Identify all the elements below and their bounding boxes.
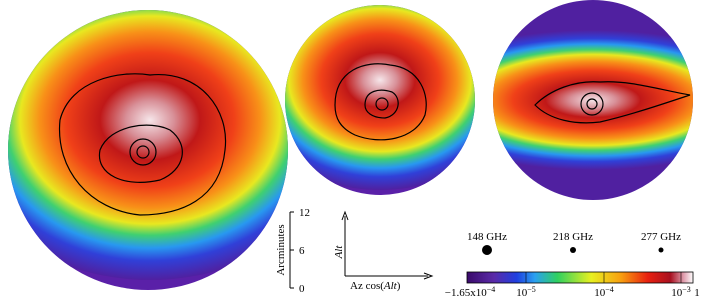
beam-label: 277 GHz (641, 231, 681, 243)
colorbar-label: 10−4 (594, 285, 614, 299)
beams: 148 GHz 218 GHz 277 GHz (467, 231, 681, 255)
orientation-axes: Alt Az cos(Alt) (333, 210, 434, 292)
label-base: 10 (671, 287, 683, 299)
label-exp: −5 (527, 285, 536, 294)
label-base: −1.65x10 (445, 287, 487, 299)
colorbar-label: 10−5 (516, 285, 536, 299)
label-exp: −3 (682, 285, 691, 294)
colorbar-label: 1 (694, 287, 700, 299)
label-base: 10 (516, 287, 528, 299)
colorbar-label: 10−3 (671, 285, 691, 299)
az-prefix: Az cos( (350, 280, 384, 292)
az-var: Alt (383, 280, 398, 292)
label-base: 10 (594, 287, 606, 299)
az-suffix: ) (397, 280, 401, 292)
scale-title: Arcminutes (275, 224, 287, 275)
scale-tick: 6 (299, 245, 305, 257)
scale-tick: 12 (299, 207, 310, 219)
alt-label: Alt (333, 245, 345, 260)
scale-tick: 0 (299, 283, 305, 295)
label-base: 1 (694, 287, 700, 299)
beam-label: 148 GHz (467, 231, 507, 243)
map-148 (8, 10, 288, 290)
az-label: Az cos(Alt) (350, 280, 401, 292)
scale-bar: 12 6 0 Arcminutes (275, 207, 310, 295)
label-exp: −4 (605, 285, 614, 294)
label-exp: −4 (487, 285, 496, 294)
colorbar: −1.65x10−4 10−5 10−4 10−3 1 (445, 271, 700, 299)
colorbar-label: −1.65x10−4 (445, 285, 495, 299)
beam-label: 218 GHz (553, 231, 593, 243)
